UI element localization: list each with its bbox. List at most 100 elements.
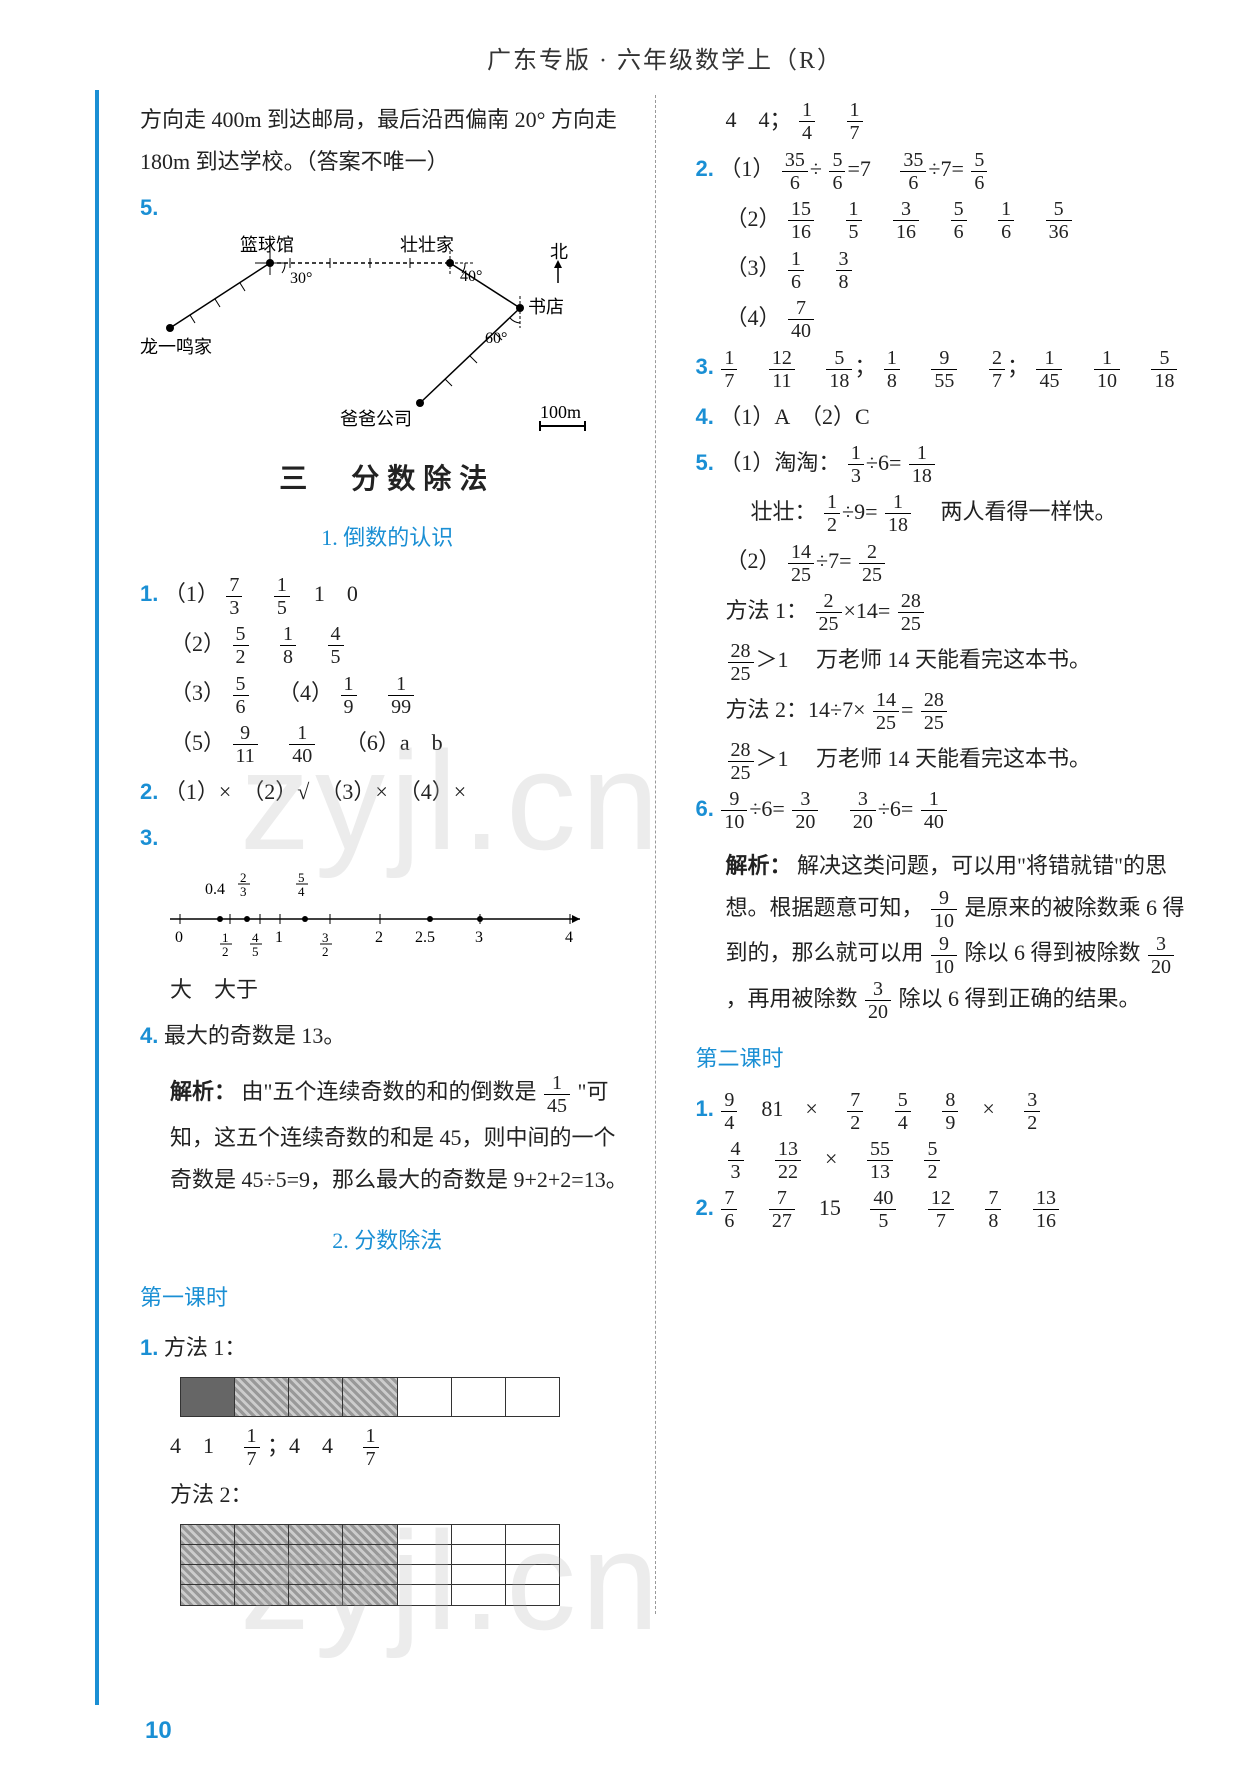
label-30: 30° [290, 270, 312, 287]
content-columns: 方向走 400m 到达邮局，最后沿西偏南 20° 方向走 180m 到达学校。（… [140, 95, 1190, 1614]
label-dad: 爸爸公司 [340, 409, 412, 429]
direction-diagram: 篮球馆 壮壮家 北 龙一鸣家 [140, 233, 600, 433]
svg-text:2: 2 [322, 944, 329, 959]
subsection-1: 1. 倒数的认识 [140, 517, 635, 559]
r-q3: 3. 17 1211 518； 18 955 27； 145 110 518 [696, 346, 1191, 391]
q2-label: 2. [140, 779, 158, 804]
bar-cell [181, 1378, 235, 1416]
q3-label: 3. [140, 825, 158, 850]
frac-1-7c: 17 [847, 99, 863, 144]
frac-1-4: 14 [799, 99, 815, 144]
r-q2-4: （4） 740 [696, 297, 1191, 342]
frac-1-45: 145 [544, 1072, 570, 1117]
q1-r5: （5） 911 140 （6）a b [140, 722, 635, 767]
label-basketball: 篮球馆 [240, 235, 294, 255]
r-q5: 5. （1）淘淘： 13÷6= 118 [696, 442, 1191, 487]
q4-label: 4. [140, 1023, 158, 1048]
q4-text: 最大的奇数是 13。 [164, 1023, 346, 1048]
method1: 1. 方法 1： [140, 1327, 635, 1369]
svg-text:2.5: 2.5 [415, 929, 435, 946]
analysis: 解析： 由"五个连续奇数的和的倒数是 145 "可知，这五个连续奇数的和是 45… [140, 1071, 635, 1200]
svg-text:4: 4 [565, 929, 573, 946]
q1-label: 1. [140, 581, 158, 606]
page-tab [120, 1710, 230, 1750]
svg-text:3: 3 [475, 929, 483, 946]
r-m2-conc: 2825＞1 万老师 14 天能看完这本书。 [696, 738, 1191, 783]
analysis-t1: 由"五个连续奇数的和的倒数是 [242, 1079, 537, 1104]
bar-cell [289, 1378, 343, 1416]
frac-1-5: 15 [274, 574, 290, 619]
page-header: 广东专版 · 六年级数学上（R） [140, 30, 1190, 95]
r-q6: 6. 910÷6= 320 320÷6= 140 [696, 788, 1191, 833]
frac-1-9: 19 [341, 673, 357, 718]
label-bookstore: 书店 [528, 297, 564, 317]
bar-cell [343, 1378, 397, 1416]
rq4-label: 4. [696, 404, 714, 429]
bar-row [181, 1585, 559, 1605]
frac-5-6b: 56 [829, 149, 845, 194]
r-q4: 4. （1）A （2）C [696, 396, 1191, 438]
frac-1-8: 18 [280, 623, 296, 668]
m1-ans: 4 1 17 ；4 4 17 [140, 1425, 635, 1470]
page: 广东专版 · 六年级数学上（R） 方向走 400m 到达邮局，最后沿西偏南 20… [0, 0, 1250, 1775]
bar-cell [235, 1378, 289, 1416]
r-q5-2: （2） 1425÷7= 225 [696, 540, 1191, 585]
analysis-label: 解析： [170, 1079, 236, 1104]
q5-label: 5. [140, 195, 158, 220]
svg-text:1: 1 [222, 930, 229, 945]
l2q1-label: 1. [696, 1096, 714, 1121]
q1-r2: （2） 52 18 45 [140, 623, 635, 668]
bar-cell [398, 1378, 452, 1416]
l2-q1b: 43 1322 × 5513 52 [696, 1138, 1191, 1183]
svg-text:3: 3 [240, 884, 247, 899]
frac-1-99: 199 [388, 673, 414, 718]
r-top: 4 4； 14 17 [696, 99, 1191, 144]
label-zhuang: 壮壮家 [400, 235, 454, 255]
bar-cell [452, 1378, 506, 1416]
right-column: 4 4； 14 17 2. （1） 356÷ 56=7 356÷7= 56 （2… [686, 95, 1191, 1614]
svg-text:2: 2 [240, 870, 247, 885]
left-column: 方向走 400m 到达邮局，最后沿西偏南 20° 方向走 180m 到达学校。（… [140, 95, 656, 1614]
label-60: 60° [485, 330, 507, 347]
frac-5-2: 52 [233, 623, 249, 668]
page-number: 10 [145, 1717, 172, 1745]
m2-text: 方法 2： [140, 1474, 635, 1516]
r-q2-3: （3） 16 38 [696, 247, 1191, 292]
bar-row [181, 1545, 559, 1565]
frac-35-6: 356 [782, 149, 808, 194]
svg-text:4: 4 [298, 884, 305, 899]
l2-q1: 1. 94 81 × 72 54 89 × 32 [696, 1088, 1191, 1133]
q3-answer: 大 大于 [140, 969, 635, 1011]
svg-text:3: 3 [322, 930, 329, 945]
q2-text: （1）× （2）√ （3）× （4）× [164, 779, 466, 804]
intro-text: 方向走 400m 到达邮局，最后沿西偏南 20° 方向走 180m 到达学校。（… [140, 99, 635, 183]
q1-r6: （6）a b [345, 730, 443, 755]
frac-35-6b: 356 [900, 149, 926, 194]
r-analysis: 解析： 解决这类问题，可以用"将错就错"的思想。根据题意可知， 910 是原来的… [696, 845, 1191, 1023]
r-m1-conc: 2825＞1 万老师 14 天能看完这本书。 [696, 639, 1191, 684]
rq6-label: 6. [696, 796, 714, 821]
frac-4-5: 45 [328, 623, 344, 668]
numberline-svg: 0 0.4 12 23 45 1 54 32 2 2. [140, 864, 600, 964]
q1: 1. （1） 73 15 1 0 [140, 573, 635, 618]
svg-text:5: 5 [252, 944, 259, 959]
rq3-label: 3. [696, 354, 714, 379]
bar-diagram-1 [180, 1377, 560, 1417]
frac-5-6c: 56 [971, 149, 987, 194]
bar-row [181, 1525, 559, 1545]
label-scale: 100m [540, 402, 581, 422]
svg-text:4: 4 [252, 930, 259, 945]
rq5-label: 5. [696, 450, 714, 475]
r-q2-2: （2） 1516 15 316 56 16 536 [696, 198, 1191, 243]
r-analysis-label: 解析： [726, 853, 792, 878]
frac-1-7b: 17 [363, 1425, 379, 1470]
label-40: 40° [460, 268, 482, 285]
section-title: 三 分数除法 [140, 453, 635, 506]
r-m1: 方法 1： 225×14= 2825 [696, 590, 1191, 635]
diagram-svg: 篮球馆 壮壮家 北 龙一鸣家 [140, 233, 600, 433]
l2q2-label: 2. [696, 1195, 714, 1220]
left-stripe [95, 90, 99, 1705]
l2-q2: 2. 76 727 15 405 127 78 1316 [696, 1187, 1191, 1232]
label-longhome: 龙一鸣家 [140, 337, 212, 357]
rq2-label: 2. [696, 156, 714, 181]
